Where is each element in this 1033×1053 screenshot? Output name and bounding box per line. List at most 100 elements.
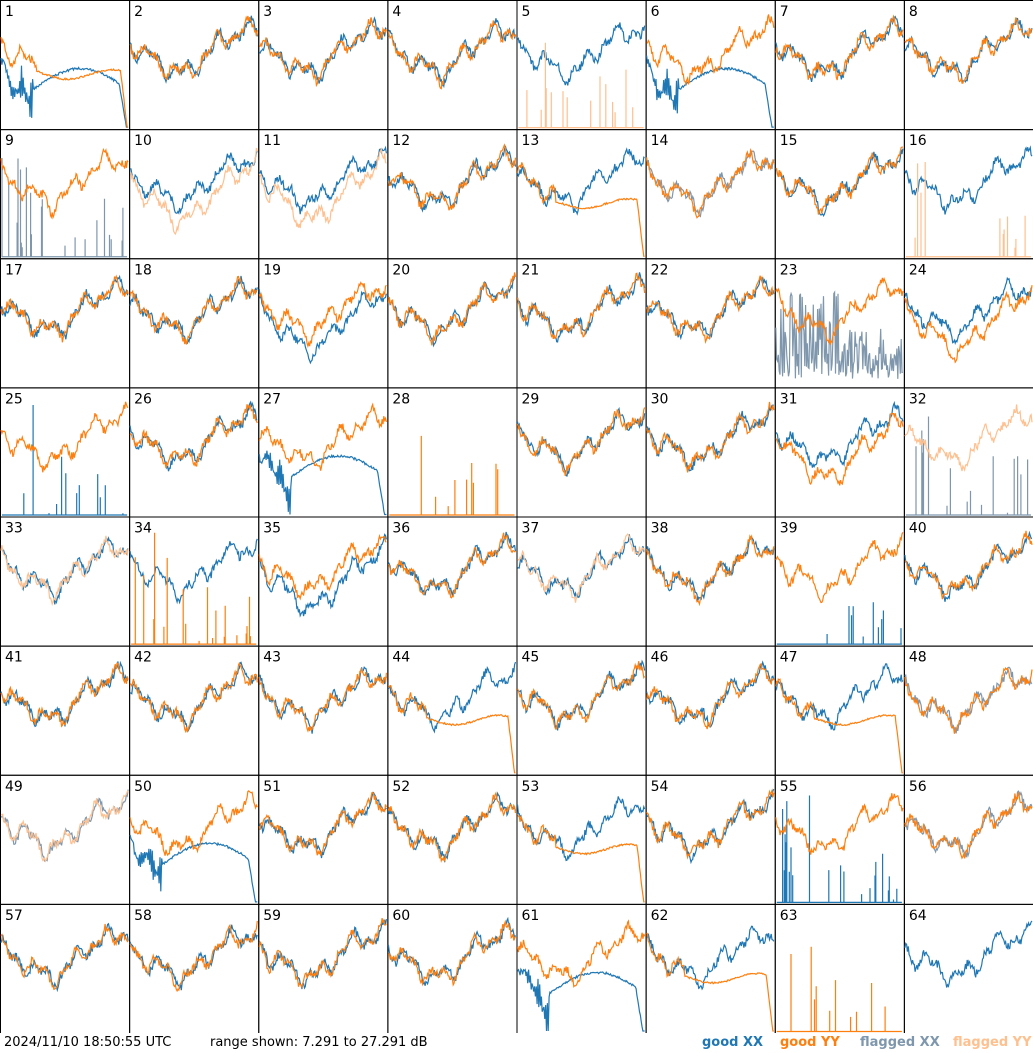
series-yy-12 — [387, 143, 517, 211]
panel-label: 63 — [780, 908, 798, 924]
panel-8: 8 — [903, 0, 1033, 131]
series-xx-6 — [646, 55, 774, 128]
series-yy-23 — [775, 276, 904, 345]
panel-label: 60 — [392, 908, 410, 924]
series-yy-61 — [516, 919, 646, 988]
series-yy-28 — [389, 435, 515, 516]
panel-label: 24 — [909, 262, 927, 278]
panel-7: 7 — [774, 0, 905, 131]
series-yy-9 — [0, 147, 129, 220]
panel-label: 6 — [651, 4, 660, 20]
panel-label: 42 — [134, 650, 152, 666]
panel-4: 4 — [387, 0, 518, 131]
series-xx-8 — [904, 17, 1033, 83]
series-yy-48 — [904, 666, 1033, 734]
series-xx-13 — [516, 147, 645, 216]
panel-label: 12 — [392, 133, 410, 149]
panel-label: 62 — [651, 908, 669, 924]
panel-label: 38 — [651, 521, 669, 537]
panel-label: 31 — [780, 391, 798, 407]
series-xx-55 — [776, 795, 902, 903]
panel-label: 29 — [522, 391, 540, 407]
series-xx-37 — [517, 534, 646, 599]
panel-16: 16 — [903, 129, 1033, 260]
panel-label: 34 — [134, 521, 152, 537]
footer: 2024/11/10 18:50:55 UTC range shown: 7.2… — [0, 1033, 1033, 1053]
panel-47: 47 — [774, 645, 905, 776]
series-xx-20 — [387, 275, 516, 348]
panel-frame — [903, 903, 1033, 1033]
panel-22: 22 — [645, 258, 776, 389]
series-yy-16 — [905, 162, 1031, 258]
series-yy-1 — [0, 37, 129, 128]
panel-label: 36 — [392, 521, 410, 537]
series-yy-29 — [516, 407, 646, 477]
series-xx-5 — [517, 22, 646, 86]
legend-good-yy: good YY — [780, 1035, 840, 1050]
series-yy-53 — [516, 814, 645, 903]
series-yy-15 — [775, 146, 904, 215]
series-yy-43 — [258, 667, 387, 733]
panel-label: 50 — [134, 779, 152, 795]
panel-frame — [0, 0, 131, 131]
series-yy-59 — [258, 917, 387, 990]
series-xx-35 — [258, 533, 387, 618]
series-xx-1 — [0, 57, 129, 128]
panel-50: 50 — [129, 774, 260, 905]
panel-14: 14 — [645, 129, 776, 260]
panel-44: 44 — [387, 645, 518, 776]
series-yy-56 — [904, 792, 1033, 860]
series-yy-3 — [259, 17, 387, 88]
panel-label: 4 — [392, 4, 401, 20]
panel-label: 49 — [5, 779, 23, 795]
panel-12: 12 — [387, 129, 518, 260]
series-xx-23 — [775, 290, 903, 379]
panel-27: 27 — [258, 387, 389, 518]
panel-label: 52 — [392, 779, 410, 795]
series-yy-5 — [518, 42, 644, 129]
panel-label: 61 — [522, 908, 540, 924]
series-yy-18 — [129, 275, 258, 345]
series-yy-13 — [516, 162, 645, 257]
series-yy-30 — [646, 401, 775, 473]
panel-62: 62 — [645, 903, 776, 1033]
panel-label: 3 — [263, 4, 272, 20]
series-xx-45 — [517, 659, 646, 731]
panel-label: 5 — [522, 4, 531, 20]
panel-25: 25 — [0, 387, 131, 518]
series-xx-53 — [516, 796, 646, 862]
series-yy-33 — [0, 535, 129, 607]
series-yy-6 — [646, 14, 775, 86]
panel-label: 28 — [392, 391, 410, 407]
panel-35: 35 — [258, 516, 389, 647]
series-xx-32 — [905, 416, 1031, 516]
legend-good-xx: good XX — [702, 1035, 764, 1050]
series-yy-37 — [517, 533, 646, 603]
panel-label: 22 — [651, 262, 669, 278]
series-xx-58 — [129, 924, 258, 991]
series-xx-29 — [516, 406, 646, 477]
panel-24: 24 — [903, 258, 1033, 389]
panel-label: 59 — [263, 908, 281, 924]
panel-34: 34 — [129, 516, 260, 647]
panel-label: 26 — [134, 391, 152, 407]
legend-flagged-yy: flagged YY — [953, 1035, 1032, 1050]
panel-label: 47 — [780, 650, 798, 666]
panel-40: 40 — [903, 516, 1033, 647]
series-xx-10 — [129, 150, 258, 215]
panel-label: 27 — [263, 391, 281, 407]
series-yy-35 — [258, 533, 387, 601]
series-yy-25 — [0, 401, 129, 473]
panel-label: 13 — [522, 133, 540, 149]
series-yy-11 — [258, 147, 387, 229]
panel-frame — [774, 0, 905, 131]
panel-52: 52 — [387, 774, 518, 905]
panel-60: 60 — [387, 903, 518, 1033]
series-yy-2 — [129, 15, 258, 81]
panel-36: 36 — [387, 516, 518, 647]
panel-label: 35 — [263, 521, 281, 537]
series-yy-45 — [516, 661, 646, 731]
panel-label: 32 — [909, 391, 927, 407]
series-yy-27 — [258, 402, 387, 471]
